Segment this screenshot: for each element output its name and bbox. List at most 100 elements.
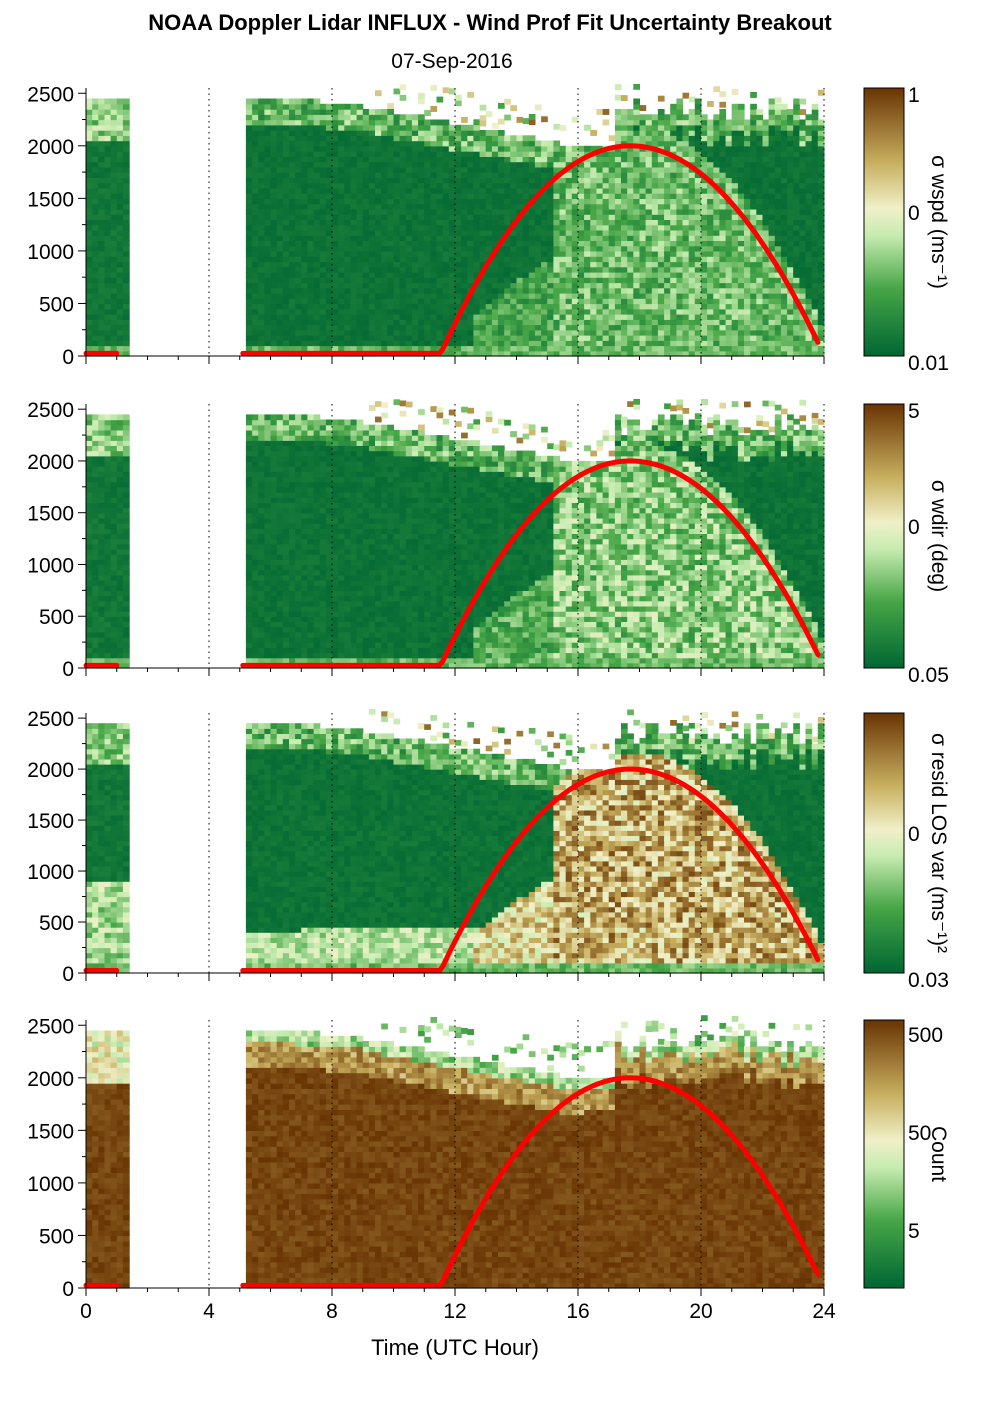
heatmap-cell (411, 256, 419, 263)
heatmap-cell (805, 256, 813, 263)
heatmap-cell (381, 135, 388, 142)
heatmap-cell (768, 119, 776, 126)
heatmap-cell (264, 303, 272, 310)
heatmap-cell (485, 161, 493, 168)
heatmap-cell (301, 124, 308, 131)
heatmap-cell (424, 303, 431, 310)
heatmap-cell (264, 103, 272, 110)
heatmap-cell (98, 548, 106, 555)
heatmap-cell (258, 298, 265, 305)
heatmap-cell (467, 324, 474, 331)
heatmap-cell (122, 319, 130, 326)
heatmap-cell (387, 292, 394, 299)
heatmap-cell (627, 350, 634, 357)
heatmap-cell (473, 124, 481, 131)
heatmap-cell (485, 319, 493, 326)
heatmap-cell (375, 156, 382, 163)
heatmap-cell (430, 298, 438, 305)
heatmap-cell (817, 303, 825, 310)
heatmap-cell (571, 214, 579, 220)
heatmap-cell (639, 235, 647, 241)
heatmap-cell (356, 324, 364, 331)
heatmap-cell (430, 282, 438, 289)
heatmap-cell (122, 172, 130, 178)
heatmap-cell (614, 235, 622, 241)
heatmap-cell (332, 198, 339, 205)
heatmap-cell (719, 345, 727, 352)
heatmap-cell (559, 245, 567, 252)
heatmap-cell (245, 109, 253, 115)
heatmap-cell (319, 345, 327, 352)
heatmap-cell (578, 208, 585, 215)
heatmap-cell (430, 303, 438, 310)
heatmap-cell (442, 298, 450, 305)
heatmap-cell (627, 130, 634, 136)
heatmap-cell (565, 266, 573, 273)
heatmap-cell (116, 156, 124, 163)
heatmap-cell (719, 177, 727, 184)
heatmap-cell (381, 109, 388, 115)
heatmap-cell (264, 208, 272, 215)
heatmap-cell (688, 324, 696, 331)
heatmap-cell (731, 287, 739, 294)
heatmap-cell (411, 292, 419, 299)
heatmap-cell (578, 198, 585, 205)
heatmap-cell (368, 187, 376, 194)
heatmap-cell (534, 319, 542, 326)
heatmap-cell (442, 261, 450, 268)
heatmap-cell (602, 166, 610, 173)
heatmap-cell (92, 219, 99, 226)
heatmap-cell (756, 324, 764, 331)
heatmap-cell (565, 329, 573, 336)
heatmap-cell (596, 177, 604, 184)
heatmap-cell (332, 277, 339, 284)
heatmap-cell (295, 182, 302, 189)
heatmap-cell (744, 182, 751, 189)
heatmap-cell (467, 161, 474, 168)
heatmap-cell (86, 329, 93, 336)
heatmap-cell (473, 172, 481, 178)
heatmap-cell (307, 345, 315, 352)
heatmap-cell (473, 324, 481, 331)
heatmap-cell (362, 119, 370, 126)
heatmap-cell (793, 308, 800, 315)
heatmap-cell (559, 287, 567, 294)
heatmap-cell (799, 224, 807, 231)
heatmap-cell (633, 156, 640, 163)
heatmap-cell (504, 140, 511, 147)
heatmap-cell (485, 177, 493, 184)
heatmap-cell (787, 187, 794, 194)
heatmap-cell (356, 124, 364, 131)
heatmap-cell (571, 303, 579, 310)
heatmap-cell (565, 235, 573, 241)
heatmap-cell (510, 298, 517, 305)
heatmap-cell (694, 245, 702, 252)
heatmap-cell (621, 203, 628, 210)
heatmap-cell (455, 161, 462, 168)
heatmap-cell (325, 250, 333, 257)
heatmap-cell (701, 224, 708, 231)
heatmap-cell (596, 303, 604, 310)
heatmap-cell (633, 287, 640, 294)
heatmap-cell (682, 193, 690, 199)
heatmap-cell (467, 350, 474, 357)
heatmap-cell (774, 203, 782, 210)
heatmap-cell (338, 177, 345, 184)
heatmap-cell (701, 335, 708, 341)
heatmap-cell (578, 193, 585, 199)
heatmap-cell (86, 172, 93, 178)
heatmap-cell (731, 172, 739, 178)
heatmap-cell (381, 177, 388, 184)
heatmap-cell (289, 219, 296, 226)
heatmap-cell (289, 277, 296, 284)
heatmap-cell (608, 219, 616, 226)
heatmap-cell (534, 187, 542, 194)
heatmap-cell (448, 145, 456, 152)
heatmap-cell (338, 250, 345, 257)
heatmap-cell (664, 182, 671, 189)
heatmap-cell (368, 193, 376, 199)
heatmap-cell (541, 208, 548, 215)
heatmap-cell (461, 224, 468, 231)
heatmap-cell (651, 156, 659, 163)
heatmap-cell (295, 240, 302, 247)
